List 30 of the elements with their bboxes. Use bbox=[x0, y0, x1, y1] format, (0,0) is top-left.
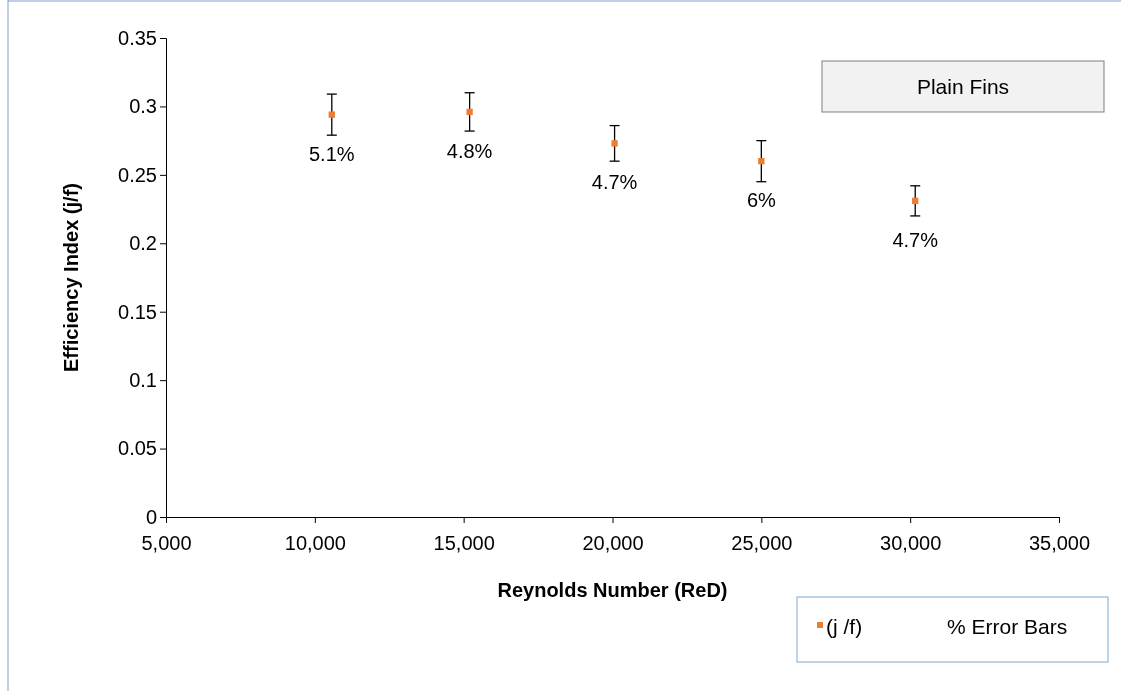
point bbox=[758, 158, 765, 165]
annotation: 4.7% bbox=[892, 228, 939, 251]
x-tick-label: 35,000 bbox=[1028, 532, 1091, 554]
y-axis-title: Efficiency Index (j/f) bbox=[60, 183, 82, 372]
legend-label: (j /f) bbox=[826, 615, 863, 638]
x-tick-label: 5,000 bbox=[141, 532, 192, 554]
text: Plain Fins bbox=[916, 75, 1010, 98]
y-tick-label: 0.3 bbox=[129, 95, 157, 118]
y-tick-label: 0.05 bbox=[118, 437, 157, 460]
point bbox=[611, 140, 618, 147]
y-tick-label: 0.1 bbox=[129, 369, 157, 392]
y-tick-label: 0.15 bbox=[118, 300, 157, 323]
y-tick-label: 0.35 bbox=[118, 26, 157, 49]
y-tick-label: 0.2 bbox=[129, 232, 157, 255]
x-tick-label: 15,000 bbox=[433, 532, 495, 554]
point bbox=[328, 111, 335, 118]
annotation: 4.7% bbox=[591, 171, 638, 194]
x-tick-label: 30,000 bbox=[880, 532, 942, 554]
y-tick-label: 0.25 bbox=[118, 163, 157, 186]
x-tick-label: 20,000 bbox=[582, 532, 644, 554]
annotation: 4.8% bbox=[446, 139, 493, 162]
x-tick-label: 25,000 bbox=[731, 532, 793, 554]
y-tick-label: 0 bbox=[145, 505, 157, 528]
annotation: 5.1% bbox=[309, 142, 355, 165]
point bbox=[466, 108, 473, 116]
x-tick-label: 10,000 bbox=[284, 532, 346, 554]
text: % Error Bars bbox=[947, 615, 1068, 638]
x-axis-title: Reynolds Number (ReD) bbox=[497, 579, 728, 601]
point bbox=[912, 197, 919, 205]
annotation: 6% bbox=[746, 189, 776, 212]
